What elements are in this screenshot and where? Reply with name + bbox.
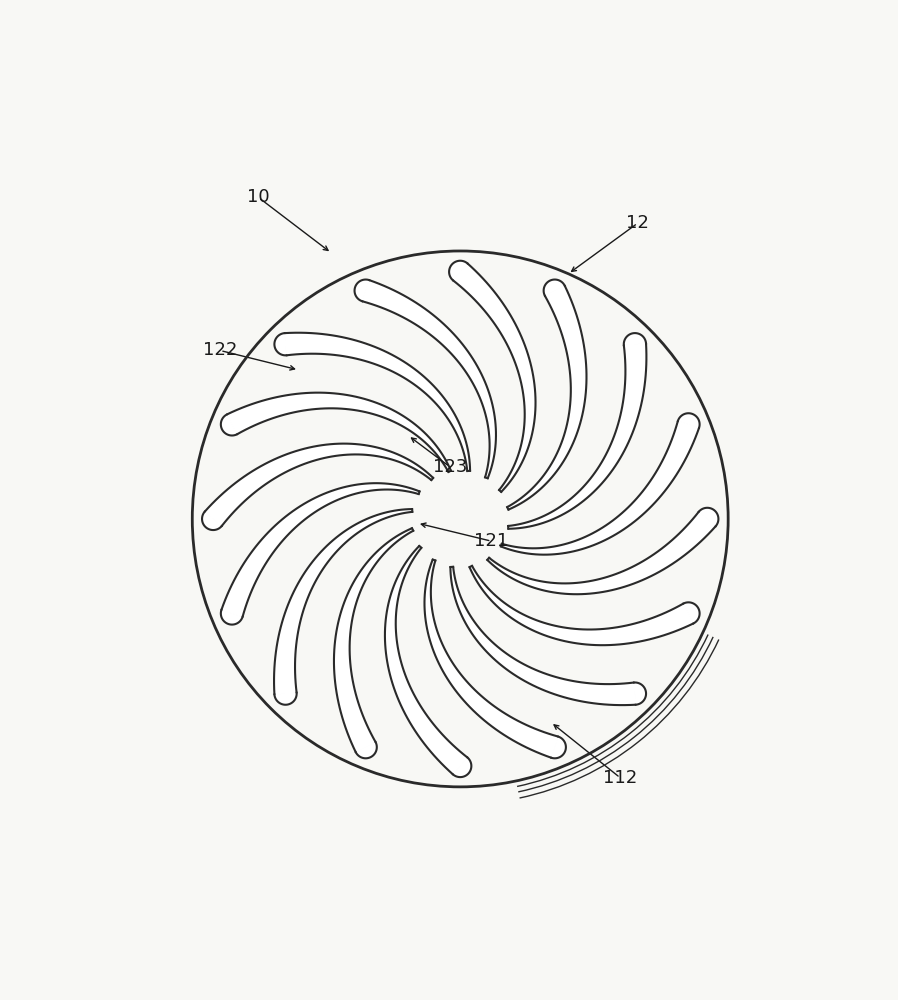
Polygon shape xyxy=(470,566,693,645)
Polygon shape xyxy=(508,343,647,529)
Polygon shape xyxy=(227,393,451,472)
Polygon shape xyxy=(274,509,412,694)
Polygon shape xyxy=(678,413,700,428)
Polygon shape xyxy=(356,742,377,758)
Polygon shape xyxy=(449,261,468,280)
Polygon shape xyxy=(501,421,699,555)
Polygon shape xyxy=(507,286,586,510)
Polygon shape xyxy=(634,682,646,705)
Polygon shape xyxy=(453,758,471,777)
Text: 123: 123 xyxy=(433,458,467,476)
Polygon shape xyxy=(285,333,470,471)
Polygon shape xyxy=(275,333,286,355)
Polygon shape xyxy=(425,560,559,758)
Polygon shape xyxy=(451,567,636,705)
Polygon shape xyxy=(385,546,468,774)
Text: 112: 112 xyxy=(603,769,638,787)
Polygon shape xyxy=(221,414,237,436)
Polygon shape xyxy=(205,444,433,526)
Text: 122: 122 xyxy=(203,341,237,359)
Polygon shape xyxy=(683,602,700,623)
Polygon shape xyxy=(624,333,646,345)
Polygon shape xyxy=(699,508,718,526)
Polygon shape xyxy=(543,280,565,296)
Polygon shape xyxy=(275,693,296,705)
Polygon shape xyxy=(551,737,566,758)
Polygon shape xyxy=(202,512,222,530)
Polygon shape xyxy=(334,528,413,752)
Polygon shape xyxy=(221,610,242,625)
Text: 12: 12 xyxy=(626,214,649,232)
Polygon shape xyxy=(488,512,716,594)
Text: 10: 10 xyxy=(247,188,269,206)
Polygon shape xyxy=(453,263,535,492)
Polygon shape xyxy=(222,483,419,617)
Text: 121: 121 xyxy=(474,532,508,550)
Polygon shape xyxy=(362,280,496,478)
Polygon shape xyxy=(355,280,369,301)
